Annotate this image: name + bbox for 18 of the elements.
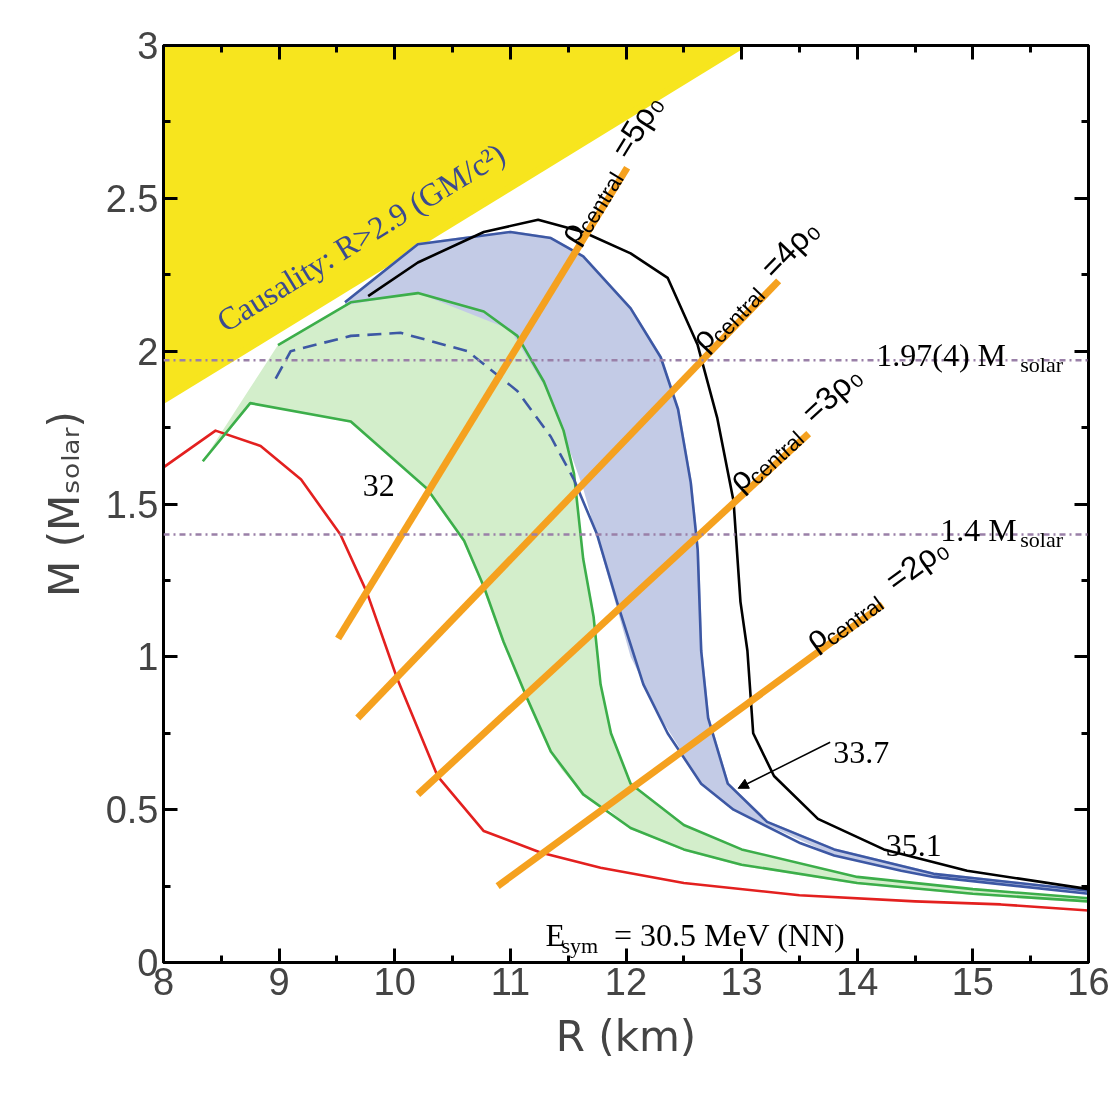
y-tick-label: 1.5 xyxy=(105,483,159,526)
x-tick-label: 10 xyxy=(373,960,416,1003)
x-tick-label: 9 xyxy=(268,960,290,1003)
x-tick-label: 16 xyxy=(1067,960,1110,1003)
x-tick-label: 12 xyxy=(604,960,648,1003)
x-tick-label: 14 xyxy=(836,960,879,1003)
x-tick-label: 11 xyxy=(490,960,531,1003)
annotation: 33.7 xyxy=(833,733,890,770)
y-axis-title: M (Mₛₒₗₐᵣ) xyxy=(39,411,89,597)
x-axis-title: R (km) xyxy=(555,1011,697,1061)
y-tick-label: 1 xyxy=(137,636,159,679)
y-tick-label: 2 xyxy=(137,330,159,373)
y-tick-label: 2.5 xyxy=(105,177,159,220)
annotation: 32 xyxy=(362,466,395,503)
y-tick-label: 0.5 xyxy=(105,789,159,832)
x-tick-label: 15 xyxy=(951,960,995,1003)
y-tick-label: 3 xyxy=(137,25,159,67)
x-tick-label: 13 xyxy=(720,960,763,1003)
